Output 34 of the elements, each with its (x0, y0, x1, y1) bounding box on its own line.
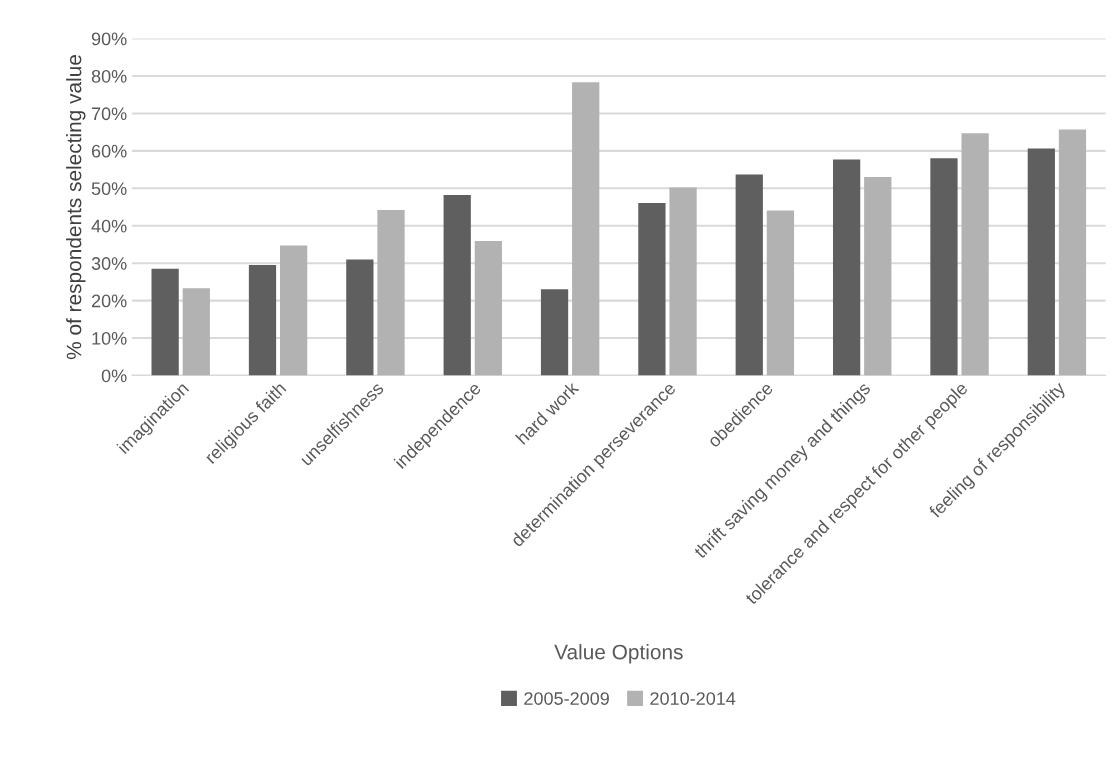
y-tick-label: 60% (91, 144, 127, 158)
y-tick-label: 90% (91, 32, 127, 46)
y-tick-label: 20% (91, 294, 127, 308)
bar (1058, 129, 1087, 376)
y-tick-label: 40% (91, 219, 127, 233)
bar (280, 245, 308, 376)
bar (248, 265, 277, 376)
bar (930, 158, 958, 376)
bar (346, 259, 374, 376)
bar (961, 133, 989, 376)
y-tick-label: 80% (91, 69, 127, 83)
y-tick-label: 10% (92, 331, 127, 345)
bar (1027, 148, 1055, 376)
bar (377, 210, 405, 376)
x-axis-title: Value Options (554, 644, 683, 664)
bar (638, 202, 666, 376)
bar (669, 187, 697, 376)
bar (766, 210, 795, 376)
bar (735, 174, 763, 376)
legend-label: 2005-2009 (524, 692, 609, 705)
bar (572, 82, 600, 376)
bar (182, 288, 210, 376)
legend-label: 2010-2014 (650, 692, 736, 705)
bar (864, 177, 892, 376)
bar (151, 268, 179, 376)
bar (474, 241, 502, 376)
y-tick-label: 0% (101, 369, 127, 383)
bar (832, 159, 861, 376)
y-tick-label: 70% (91, 107, 127, 121)
y-tick-label: 50% (91, 182, 127, 196)
bar (443, 195, 471, 376)
y-axis-title: % of respondents selecting value (66, 55, 86, 360)
bar (540, 289, 569, 376)
y-tick-label: 30% (91, 257, 127, 270)
